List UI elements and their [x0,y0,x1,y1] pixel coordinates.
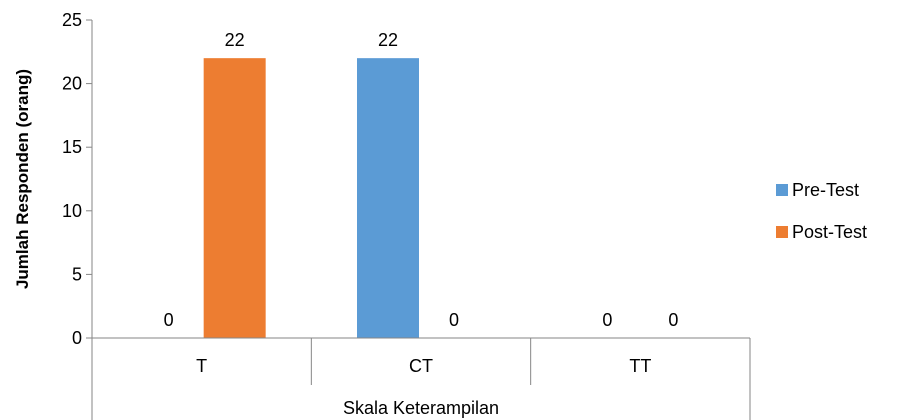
data-label: 0 [449,310,459,330]
y-tick-label: 15 [62,137,82,157]
y-tick-label: 0 [72,328,82,348]
bar-pre-test-ct [357,58,419,338]
data-label: 22 [378,30,398,50]
y-tick-label: 10 [62,201,82,221]
y-tick-label: 20 [62,74,82,94]
y-tick-label: 5 [72,264,82,284]
data-label: 22 [225,30,245,50]
x-axis-title: Skala Keterampilan [343,398,499,418]
y-tick-label: 25 [62,10,82,30]
y-axis-ticks: 0 5 10 15 20 25 [62,10,92,348]
y-axis-title: Jumlah Responden (orang) [13,69,32,289]
axes [91,20,751,420]
data-label: 0 [602,310,612,330]
x-tick-label: CT [409,356,433,376]
bar-post-test-t [203,58,266,338]
data-label: 0 [164,310,174,330]
data-label: 0 [668,310,678,330]
legend-swatch [776,184,788,196]
legend: Pre-Test Post-Test [776,180,867,242]
bars [203,58,419,338]
legend-label: Post-Test [792,222,867,242]
legend-swatch [776,226,788,238]
x-tick-label: T [196,356,207,376]
legend-label: Pre-Test [792,180,859,200]
x-tick-label: TT [629,356,651,376]
x-axis-tick-labels: T CT TT [196,356,651,376]
data-labels: 0 22 22 0 0 0 [164,30,679,330]
